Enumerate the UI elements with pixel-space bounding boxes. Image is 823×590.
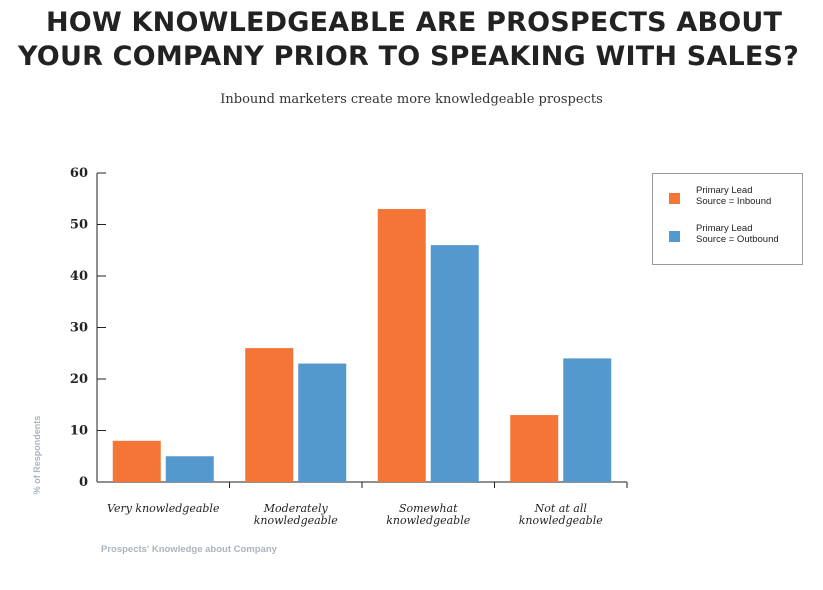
y-tick-label: 30 [70, 321, 88, 336]
y-tick-label: 40 [70, 269, 88, 284]
chart-subtitle: Inbound marketers create more knowledgea… [220, 92, 603, 107]
legend-swatch [669, 193, 680, 204]
bar [165, 456, 214, 482]
chart-title-line-2: YOUR COMPANY PRIOR TO SPEAKING WITH SALE… [18, 41, 800, 72]
y-tick-label: 20 [70, 372, 88, 387]
bar [298, 363, 347, 482]
y-tick-label: 10 [70, 424, 88, 439]
x-category-label: Somewhat knowledgeable [386, 502, 471, 527]
bar [245, 348, 294, 482]
x-category-label: Not at all knowledgeable [519, 502, 604, 527]
chart-title: HOW KNOWLEDGEABLE ARE PROSPECTS ABOUT YO… [0, 6, 823, 74]
bar [112, 440, 161, 482]
chart-bars [112, 209, 612, 483]
legend-box [652, 173, 803, 265]
bar [377, 209, 426, 483]
legend-swatch [669, 231, 680, 242]
legend-label: Primary Lead Source = Inbound [696, 185, 771, 207]
chart-labels: Very knowledgeable Moderately knowledgeabl… [32, 416, 603, 555]
y-tick-label: 0 [79, 475, 88, 490]
y-tick-label: 50 [70, 218, 88, 233]
chart-legend: Primary Lead Source = Inbound Primary Lead… [652, 173, 803, 265]
bar [563, 358, 612, 482]
x-category-label: Very knowledgeable [107, 502, 220, 515]
x-axis-title: Prospects' Knowledge about Company [101, 544, 278, 555]
chart-title-line-1: HOW KNOWLEDGEABLE ARE PROSPECTS ABOUT [46, 7, 783, 38]
legend-label: Primary Lead Source = Outbound [696, 223, 779, 245]
bar [510, 415, 559, 482]
x-category-label: Moderately knowledgeable [254, 502, 339, 527]
bar [430, 245, 479, 482]
y-axis-title: % of Respondents [32, 416, 42, 495]
y-tick-label: 60 [70, 166, 88, 181]
